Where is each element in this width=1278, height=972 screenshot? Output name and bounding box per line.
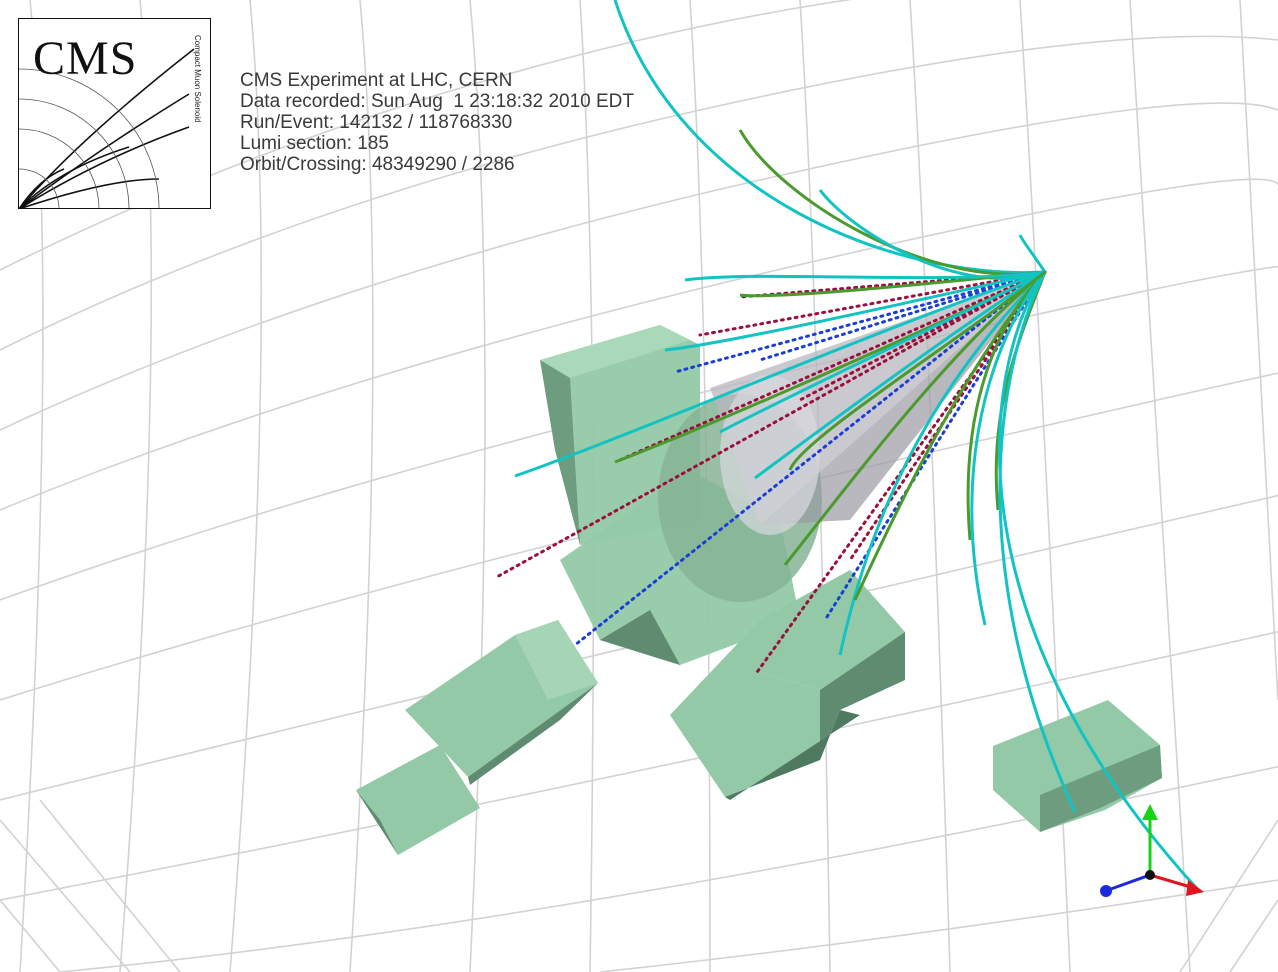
detector-block-far-right	[993, 700, 1162, 832]
detector-block-upper-side	[540, 360, 580, 545]
data-recorded-label: Data recorded: Sun Aug 1 23:18:32 2010 E…	[240, 91, 634, 112]
detector-block-main-shadow	[600, 610, 680, 665]
cms-logo: CMS Compact Muon Solenoid	[18, 18, 211, 209]
detector-block-far-right-front	[1040, 745, 1162, 832]
lumi-section-label: Lumi section: 185	[240, 133, 389, 154]
detector-arm-left-shadow	[468, 683, 598, 785]
event-info-panel: CMS Experiment at LHC, CERN Data recorde…	[240, 70, 634, 175]
logo-track-graphic	[19, 48, 195, 208]
detector-cube-small	[356, 745, 480, 855]
detector-block-right	[760, 570, 905, 690]
detector-geometry	[356, 325, 1162, 855]
detector-block-right-shadow-2	[725, 710, 860, 800]
run-event-label: Run/Event: 142132 / 118768330	[240, 112, 513, 133]
orbit-crossing-label: Orbit/Crossing: 48349290 / 2286	[240, 154, 515, 175]
detector-arm-left-top	[515, 620, 598, 700]
logo-subtitle: Compact Muon Solenoid	[193, 35, 202, 123]
logo-title: CMS	[33, 32, 138, 85]
detector-block-upper-top	[540, 325, 690, 378]
experiment-label: CMS Experiment at LHC, CERN	[240, 70, 513, 91]
curved-tracks	[514, 0, 1202, 894]
detector-cube-small-side	[356, 790, 398, 855]
detector-block-right-front	[670, 620, 820, 797]
detector-block-right-shadow	[820, 632, 905, 760]
axis-triad	[1100, 804, 1204, 897]
